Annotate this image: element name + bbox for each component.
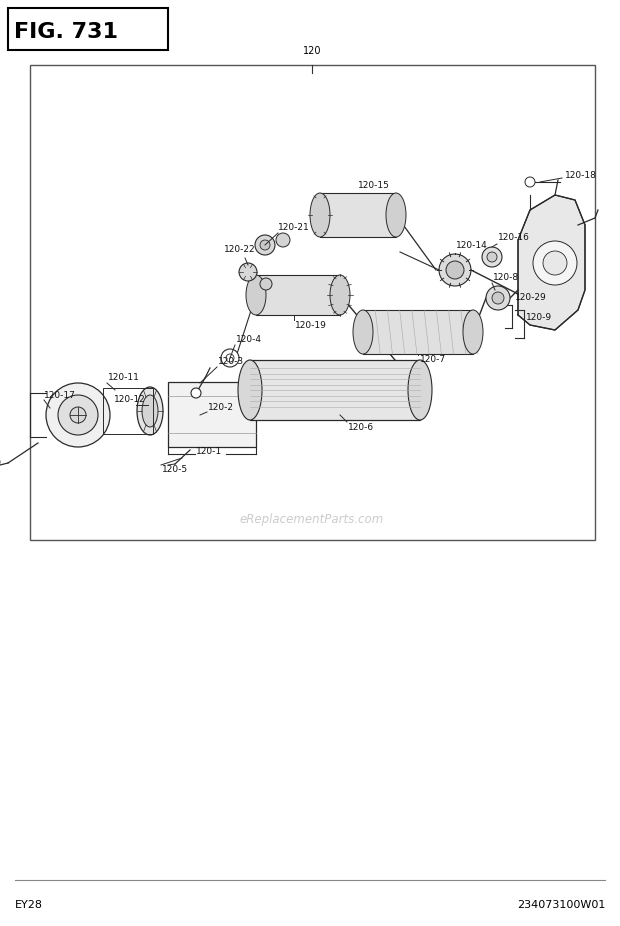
Text: EY28: EY28 <box>15 900 43 910</box>
Ellipse shape <box>246 275 266 315</box>
Bar <box>256 275 340 315</box>
Circle shape <box>46 383 110 447</box>
Text: 120-18: 120-18 <box>565 170 597 180</box>
Ellipse shape <box>330 275 350 315</box>
Circle shape <box>260 278 272 290</box>
Ellipse shape <box>353 310 373 354</box>
Text: 234073100W01: 234073100W01 <box>516 900 605 910</box>
Ellipse shape <box>137 387 163 435</box>
Ellipse shape <box>463 310 483 354</box>
Circle shape <box>70 407 86 423</box>
Text: 120-19: 120-19 <box>295 320 327 330</box>
Text: 120-15: 120-15 <box>358 181 390 190</box>
Text: 120-8: 120-8 <box>493 273 519 282</box>
Circle shape <box>226 354 234 362</box>
Circle shape <box>276 233 290 247</box>
Ellipse shape <box>310 193 330 237</box>
Text: 120: 120 <box>303 46 321 56</box>
Bar <box>103 388 153 434</box>
Circle shape <box>487 252 497 262</box>
Circle shape <box>492 292 504 304</box>
Text: 120-6: 120-6 <box>348 423 374 432</box>
Circle shape <box>221 349 239 367</box>
Bar <box>320 193 396 237</box>
Circle shape <box>191 388 201 398</box>
Text: 120-7: 120-7 <box>420 356 446 365</box>
Text: 120-1: 120-1 <box>196 447 222 457</box>
Bar <box>8 8 168 50</box>
Circle shape <box>446 261 464 279</box>
Text: 120-5: 120-5 <box>162 466 188 474</box>
Circle shape <box>543 251 567 275</box>
Text: 120-22: 120-22 <box>224 245 255 255</box>
Text: 120-4: 120-4 <box>236 335 262 344</box>
Bar <box>250 360 420 420</box>
Text: FIG. 731: FIG. 731 <box>14 22 118 42</box>
Text: 120-16: 120-16 <box>498 233 530 243</box>
Text: 120-11: 120-11 <box>108 373 140 382</box>
Circle shape <box>439 254 471 286</box>
Ellipse shape <box>142 395 158 427</box>
Circle shape <box>255 235 275 255</box>
Ellipse shape <box>386 193 406 237</box>
Text: 120-9: 120-9 <box>526 314 552 322</box>
Circle shape <box>58 395 98 435</box>
Text: 120-29: 120-29 <box>515 294 547 303</box>
Text: 120-14: 120-14 <box>456 241 488 249</box>
Text: 120-2: 120-2 <box>208 404 234 412</box>
Text: eReplacementParts.com: eReplacementParts.com <box>240 514 384 527</box>
Text: 120-12: 120-12 <box>114 395 146 405</box>
Bar <box>363 310 473 354</box>
Circle shape <box>239 263 257 281</box>
Circle shape <box>533 241 577 285</box>
Bar <box>30 65 595 540</box>
Text: 120-17: 120-17 <box>44 391 76 399</box>
Ellipse shape <box>238 360 262 420</box>
Circle shape <box>482 247 502 267</box>
Ellipse shape <box>408 360 432 420</box>
Text: 120-21: 120-21 <box>278 223 310 232</box>
Bar <box>168 382 256 447</box>
Circle shape <box>260 240 270 250</box>
Text: 120-3: 120-3 <box>218 357 244 367</box>
Circle shape <box>525 177 535 187</box>
Polygon shape <box>518 195 585 330</box>
Circle shape <box>486 286 510 310</box>
